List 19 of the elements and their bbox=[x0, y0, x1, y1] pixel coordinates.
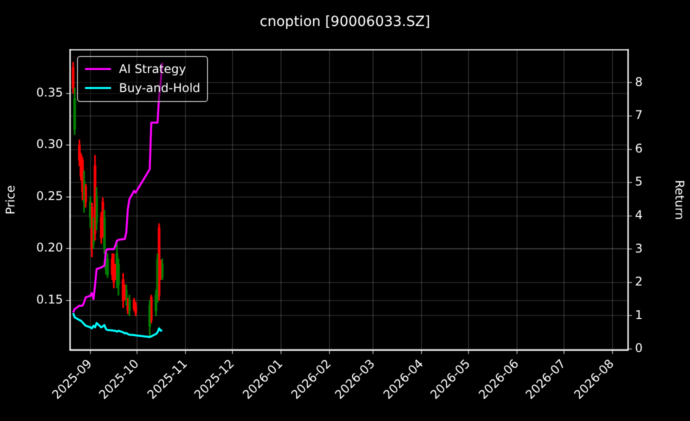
y-axis-title: Price bbox=[3, 185, 18, 215]
y2-tick-label: 8 bbox=[635, 74, 643, 89]
y2-tick-label: 0 bbox=[635, 341, 643, 356]
y-tick-label: 0.30 bbox=[36, 137, 63, 152]
y2-tick-label: 3 bbox=[635, 241, 643, 256]
y-tick-label: 0.35 bbox=[36, 85, 63, 100]
y2-tick-label: 2 bbox=[635, 274, 643, 289]
y2-tick-label: 1 bbox=[635, 308, 643, 322]
y2-tick-label: 7 bbox=[635, 108, 643, 122]
y-tick-label: 0.20 bbox=[36, 240, 63, 255]
legend-label: AI Strategy bbox=[118, 61, 187, 78]
y2-tick-label: 4 bbox=[635, 208, 643, 222]
y2-tick-label: 6 bbox=[635, 141, 643, 156]
y2-tick-label: 5 bbox=[635, 174, 643, 189]
y2-axis-title: Return bbox=[672, 180, 687, 220]
y-tick-label: 0.15 bbox=[36, 292, 63, 306]
chart-title: cnoption [90006033.SZ] bbox=[260, 14, 430, 30]
legend-label: Buy-and-Hold bbox=[118, 80, 200, 98]
y-tick-label: 0.25 bbox=[36, 188, 63, 203]
